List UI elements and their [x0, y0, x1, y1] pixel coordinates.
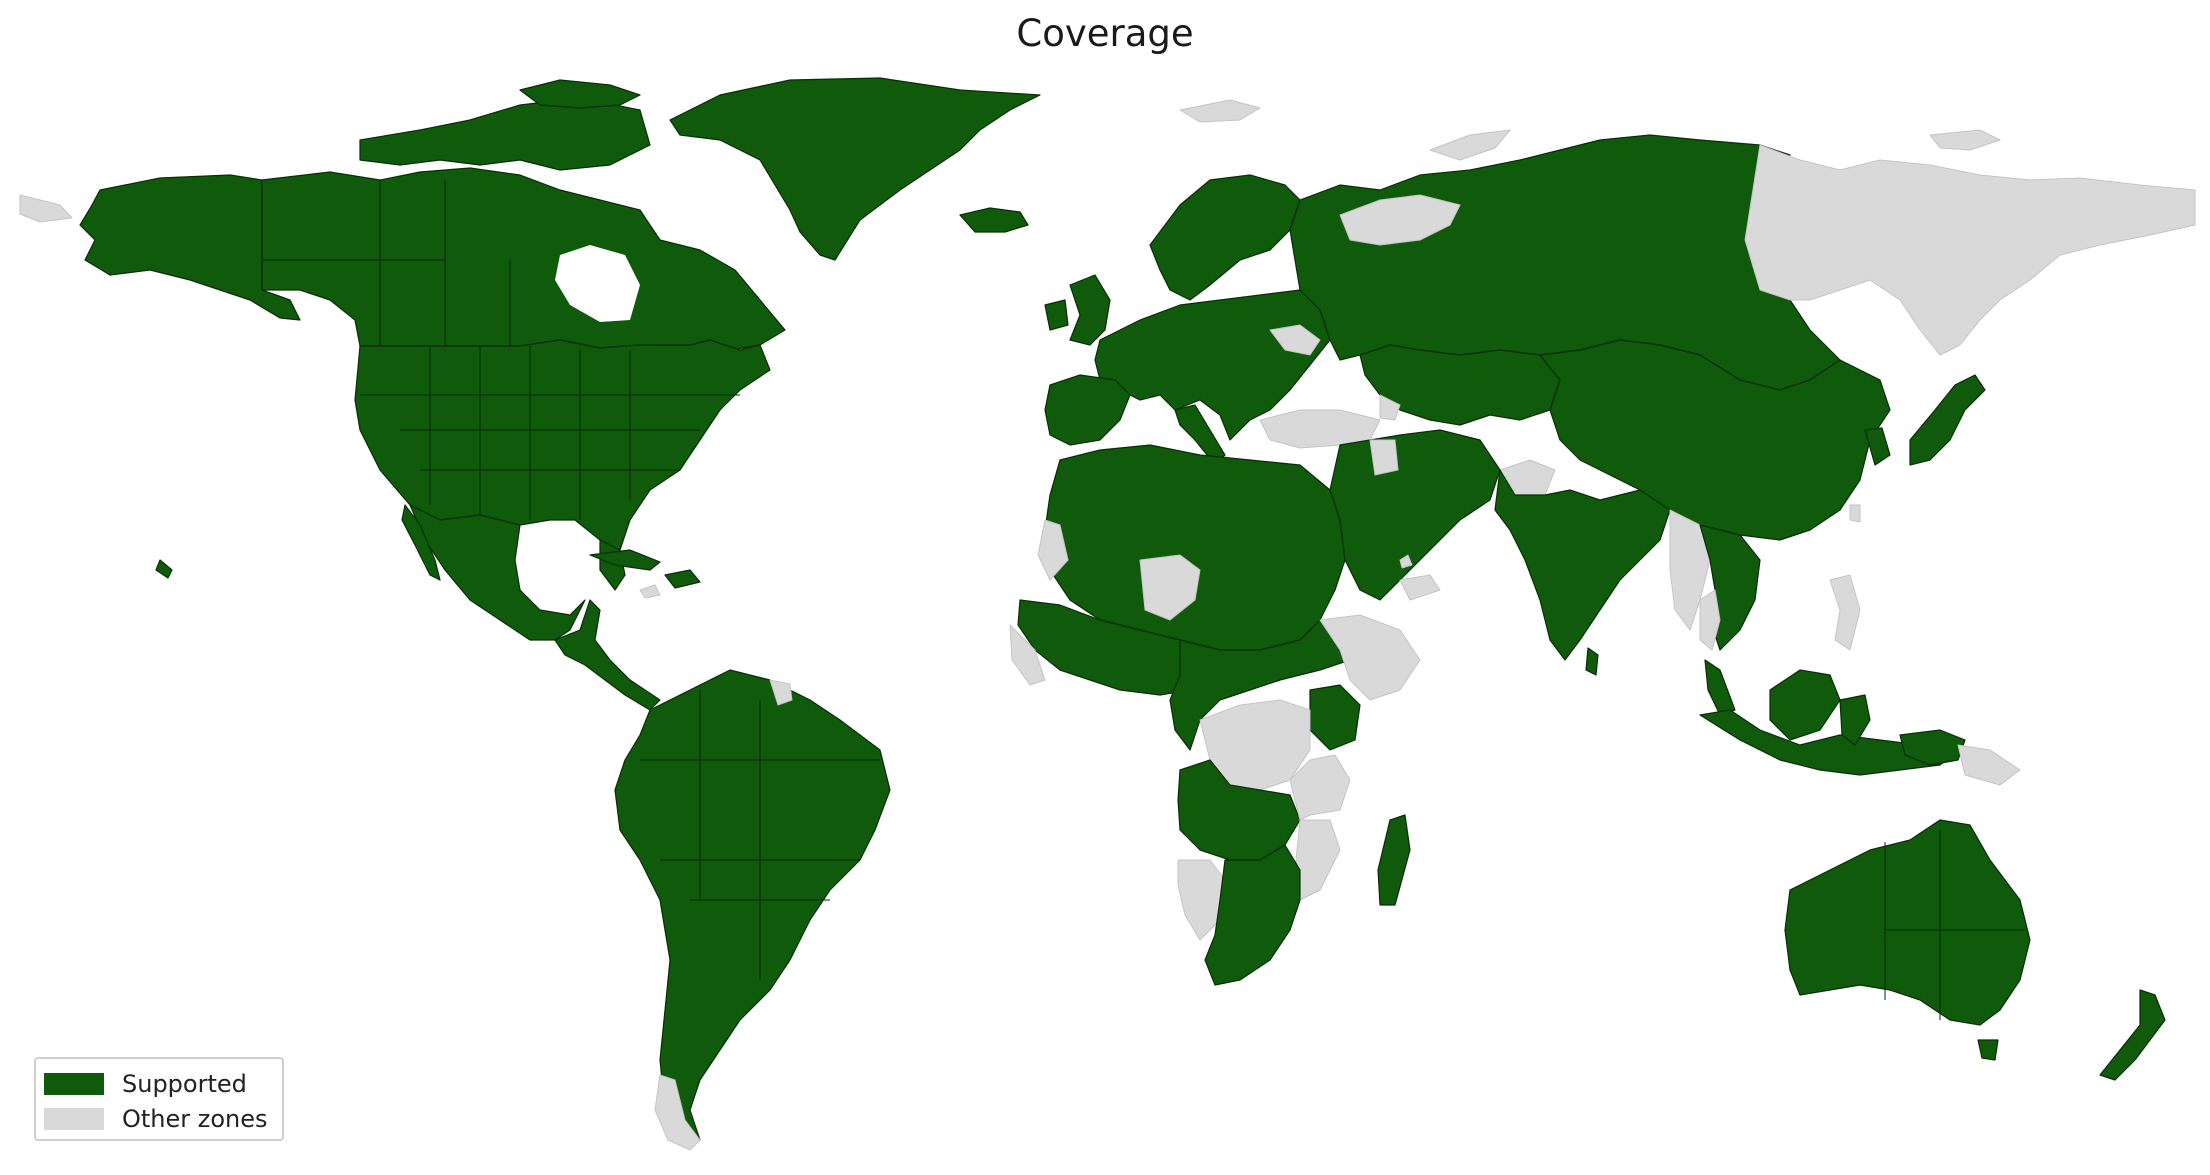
region-australia[interactable] [1784, 819, 2031, 1026]
region-east-africa-on[interactable] [1309, 684, 1361, 751]
region-baja[interactable] [401, 504, 441, 581]
region-caucasus-off [1379, 394, 1401, 421]
region-alaska[interactable] [79, 174, 301, 321]
region-tanzania-off [1289, 754, 1351, 821]
region-taiwan-off [1849, 504, 1861, 523]
legend-item-supported: Supported [44, 1070, 247, 1098]
legend-label-supported: Supported [122, 1070, 247, 1098]
region-sri-lanka[interactable] [1585, 647, 1599, 676]
na-borders [262, 180, 740, 520]
region-sulawesi[interactable] [1839, 694, 1871, 746]
sa-borders [640, 690, 880, 980]
region-guiana-off [769, 679, 793, 706]
region-png-off [1957, 744, 2021, 786]
region-scandinavia[interactable] [1149, 174, 1301, 301]
region-tasmania[interactable] [1977, 1039, 1999, 1061]
legend-item-other: Other zones [44, 1105, 268, 1133]
region-yemen-off [1399, 574, 1441, 601]
region-small-islands-off [1399, 554, 1413, 569]
region-iraq-off [1369, 439, 1399, 476]
region-borneo[interactable] [1769, 669, 1841, 741]
legend-label-other: Other zones [122, 1105, 268, 1133]
region-arctic-russia-off [1339, 194, 1461, 246]
region-india[interactable] [1494, 469, 1671, 661]
region-madagascar[interactable] [1377, 814, 1411, 906]
region-guinea-off [1009, 624, 1046, 686]
region-south-america[interactable] [614, 669, 891, 1146]
region-central-america[interactable] [554, 599, 661, 711]
region-horn-off [1319, 614, 1421, 701]
region-mexico[interactable] [409, 504, 586, 641]
region-central-africa[interactable] [1169, 619, 1351, 751]
region-patagonia-off [654, 1074, 701, 1151]
region-greenland[interactable] [669, 77, 1041, 261]
region-thailand-off [1699, 589, 1721, 651]
legend-swatch-supported [44, 1073, 104, 1095]
region-cuba[interactable] [589, 549, 661, 571]
region-novaya-zemlya-off [1429, 129, 1511, 161]
region-canada[interactable] [261, 167, 786, 351]
region-mozambique-off [1294, 819, 1341, 901]
region-middle-east[interactable] [1329, 429, 1501, 601]
region-malaysia[interactable] [1704, 659, 1736, 716]
region-aleutians [19, 194, 73, 223]
region-caribbean-other [639, 584, 661, 599]
region-hawaii[interactable] [155, 559, 173, 579]
region-hudson-bay [555, 245, 640, 322]
region-canada-islands[interactable] [359, 97, 651, 171]
region-china[interactable] [1539, 339, 1891, 541]
region-iberia[interactable] [1044, 374, 1131, 446]
region-philippines-off [1829, 574, 1861, 651]
region-new-guinea[interactable] [1899, 729, 1966, 766]
map-title: Coverage [1016, 12, 1194, 55]
region-iceland[interactable] [959, 207, 1029, 233]
region-east-siberia-off [1744, 144, 2196, 356]
map-legend: Supported Other zones [34, 1057, 284, 1141]
region-ireland[interactable] [1044, 299, 1069, 331]
region-svalbard-off [1179, 99, 1261, 123]
region-balkans-off [1269, 324, 1321, 356]
region-southern-africa[interactable] [1204, 844, 1301, 986]
region-japan[interactable] [1909, 374, 1986, 466]
region-namibia-off [1177, 859, 1226, 941]
au-borders [1884, 830, 2025, 1020]
region-arctic-islands[interactable] [519, 79, 641, 109]
region-hispaniola[interactable] [664, 569, 701, 589]
region-west-sahara-off [1037, 519, 1069, 581]
region-sahel-off [1139, 554, 1201, 621]
region-korea[interactable] [1864, 427, 1891, 466]
region-siberia-islands-off [1929, 129, 2001, 151]
region-new-zealand[interactable] [2099, 989, 2166, 1081]
legend-swatch-other [44, 1108, 104, 1130]
region-uk[interactable] [1069, 274, 1111, 346]
